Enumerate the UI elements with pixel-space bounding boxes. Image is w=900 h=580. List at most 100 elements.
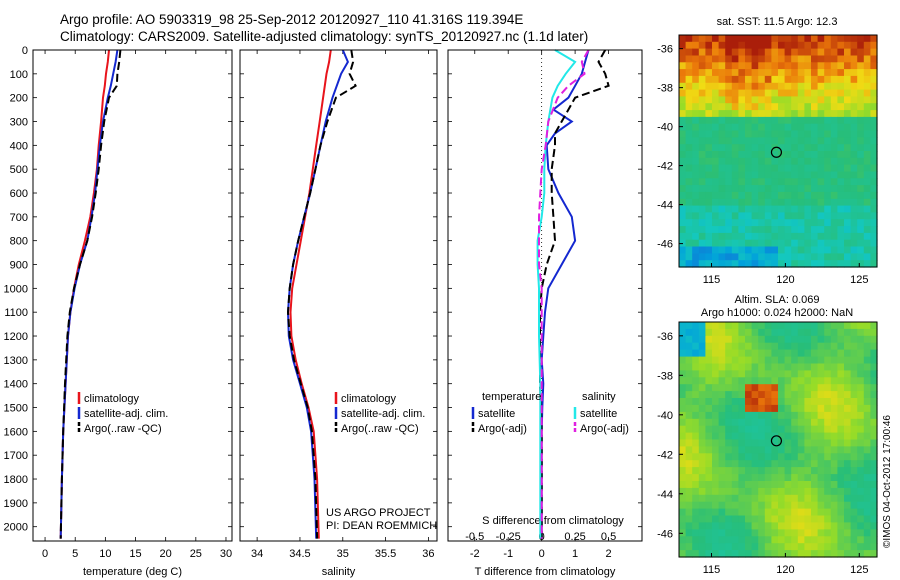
heatmap-cell bbox=[870, 130, 878, 138]
heatmap-cell bbox=[718, 411, 726, 420]
heatmap-cell bbox=[764, 205, 772, 213]
heatmap-cell bbox=[764, 164, 772, 172]
heatmap-cell bbox=[718, 543, 726, 551]
heatmap-cell bbox=[824, 82, 832, 91]
depth-tick-label: 600 bbox=[10, 188, 28, 200]
heatmap-cell bbox=[718, 460, 726, 468]
heatmap-cell bbox=[738, 198, 746, 207]
x-axis-label: T difference from climatology bbox=[475, 566, 616, 578]
heatmap-cell bbox=[870, 342, 878, 351]
heatmap-cell bbox=[692, 349, 700, 358]
heatmap-cell bbox=[751, 536, 759, 544]
x-tick-label: 34.5 bbox=[289, 548, 310, 560]
heatmap-cell bbox=[784, 123, 792, 132]
heatmap-cell bbox=[850, 515, 858, 523]
heatmap-cell bbox=[811, 246, 819, 254]
heatmap-cell bbox=[804, 232, 812, 241]
heatmap-cell bbox=[830, 453, 838, 461]
heatmap-cell bbox=[824, 522, 832, 530]
heatmap-cell bbox=[857, 171, 865, 179]
heatmap-cell bbox=[692, 543, 700, 551]
heatmap-cell bbox=[771, 103, 779, 111]
heatmap-cell bbox=[758, 75, 766, 84]
heatmap-cell bbox=[764, 453, 772, 461]
heatmap-cell bbox=[758, 185, 766, 193]
heatmap-cell bbox=[764, 103, 772, 111]
heatmap-cell bbox=[824, 62, 832, 70]
heatmap-cell bbox=[830, 185, 838, 193]
heatmap-cell bbox=[791, 370, 799, 378]
heatmap-cell bbox=[758, 404, 766, 413]
heatmap-cell bbox=[698, 398, 706, 406]
heatmap-cell bbox=[824, 370, 832, 378]
heatmap-cell bbox=[745, 335, 753, 344]
heatmap-cell bbox=[745, 253, 753, 261]
heatmap-cell bbox=[685, 191, 693, 200]
heatmap-cell bbox=[844, 226, 852, 234]
heatmap-cell bbox=[679, 164, 687, 172]
heatmap-cell bbox=[738, 82, 746, 91]
heatmap-cell bbox=[784, 239, 792, 248]
heatmap-cell bbox=[850, 446, 858, 454]
heatmap-cell bbox=[784, 522, 792, 530]
heatmap-cell bbox=[811, 205, 819, 213]
heatmap-cell bbox=[685, 550, 693, 558]
heatmap-cell bbox=[738, 110, 746, 118]
heatmap-cell bbox=[817, 137, 825, 145]
heatmap-cell bbox=[811, 157, 819, 166]
heatmap-cell bbox=[797, 446, 805, 454]
heatmap-cell bbox=[797, 82, 805, 91]
heatmap-cell bbox=[844, 171, 852, 179]
heatmap-cell bbox=[863, 328, 871, 337]
heatmap-cell bbox=[758, 144, 766, 152]
legend-label: Argo(..raw -QC) bbox=[341, 423, 419, 435]
heatmap-cell bbox=[692, 246, 700, 254]
x-tick-label: -1 bbox=[503, 548, 513, 560]
heatmap-cell bbox=[764, 536, 772, 544]
heatmap-cell bbox=[705, 501, 713, 510]
heatmap-cell bbox=[679, 89, 687, 97]
heatmap-cell bbox=[751, 467, 759, 475]
heatmap-cell bbox=[844, 411, 852, 420]
heatmap-cell bbox=[824, 41, 832, 50]
heatmap-cell bbox=[857, 198, 865, 207]
heatmap-cell bbox=[758, 370, 766, 378]
heatmap-cell bbox=[824, 474, 832, 482]
heatmap-cell bbox=[811, 185, 819, 193]
heatmap-cell bbox=[784, 75, 792, 84]
heatmap-cell bbox=[791, 322, 799, 330]
depth-tick-label: 1300 bbox=[4, 355, 28, 367]
heatmap-cell bbox=[751, 328, 759, 337]
heatmap-cell bbox=[804, 453, 812, 461]
heatmap-cell bbox=[844, 75, 852, 84]
heatmap-cell bbox=[791, 439, 799, 447]
heatmap-cell bbox=[784, 543, 792, 551]
heatmap-cell bbox=[824, 103, 832, 111]
heatmap-cell bbox=[778, 157, 786, 166]
heatmap-cell bbox=[731, 322, 739, 330]
heatmap-cell bbox=[758, 178, 766, 186]
heatmap-cell bbox=[758, 232, 766, 241]
heatmap-cell bbox=[870, 212, 878, 220]
heatmap-cell bbox=[718, 137, 726, 145]
heatmap-cell bbox=[811, 171, 819, 179]
heatmap-cell bbox=[725, 253, 733, 261]
heatmap-cell bbox=[824, 328, 832, 337]
heatmap-cell bbox=[692, 35, 700, 43]
heatmap-cell bbox=[844, 467, 852, 475]
heatmap-cell bbox=[738, 219, 746, 227]
heatmap-cell bbox=[685, 322, 693, 330]
heatmap-cell bbox=[712, 328, 720, 337]
heatmap-cell bbox=[863, 75, 871, 84]
heatmap-cell bbox=[725, 178, 733, 186]
heatmap-cell bbox=[857, 89, 865, 97]
heatmap-cell bbox=[784, 363, 792, 371]
heatmap-cell bbox=[797, 363, 805, 371]
heatmap-cell bbox=[824, 322, 832, 330]
heatmap-cell bbox=[725, 151, 733, 159]
heatmap-cell bbox=[685, 536, 693, 544]
heatmap-cell bbox=[725, 467, 733, 475]
heatmap-cell bbox=[698, 239, 706, 248]
heatmap-cell bbox=[778, 446, 786, 454]
heatmap-cell bbox=[725, 418, 733, 427]
